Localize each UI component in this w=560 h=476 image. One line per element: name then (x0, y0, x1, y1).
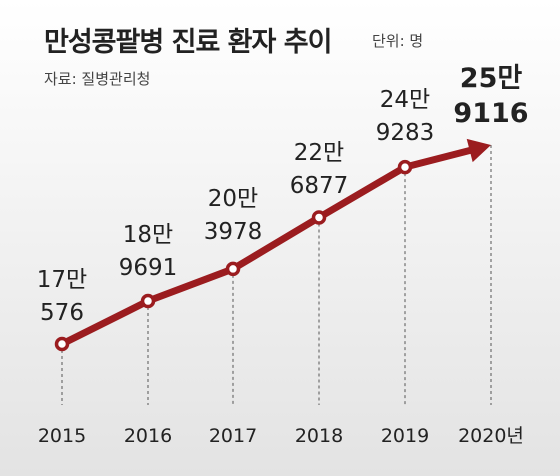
source-label: 자료: 질병관리청 (44, 70, 151, 88)
series-line (58, 146, 474, 348)
value-label-2-line1: 20만 (208, 186, 258, 212)
value-label-5-line1: 25만 (460, 63, 523, 94)
value-label-1-line2: 9691 (119, 255, 178, 281)
value-label-4-line1: 24만 (380, 87, 430, 113)
value-label-0-line1: 17만 (37, 267, 87, 293)
data-point-4 (397, 159, 413, 175)
x-tick-label-2: 2017 (209, 425, 257, 447)
value-label-3-line2: 6877 (290, 173, 349, 199)
value-label-2-line2: 3978 (204, 219, 263, 245)
value-label-4-line2: 9283 (376, 120, 435, 146)
unit-label: 단위: 명 (372, 32, 424, 50)
data-point-2 (225, 261, 241, 277)
value-label-0-line2: 576 (40, 300, 84, 326)
series-arrow-head (466, 138, 491, 163)
chart-title: 만성콩팥병 진료 환자 추이 (44, 27, 332, 58)
value-label-5-line2: 9116 (453, 98, 528, 129)
value-label-1-line1: 18만 (123, 222, 173, 248)
data-point-0 (54, 336, 70, 352)
x-tick-label-4: 2019 (381, 425, 429, 447)
x-tick-label-3: 2018 (295, 425, 343, 447)
data-point-1 (140, 293, 156, 309)
data-point-3 (311, 210, 327, 225)
x-tick-label-1: 2016 (124, 425, 172, 447)
x-tick-label-0: 2015 (38, 425, 86, 447)
value-label-3-line1: 22만 (294, 140, 344, 166)
x-tick-label-5: 2020년 (458, 425, 524, 447)
